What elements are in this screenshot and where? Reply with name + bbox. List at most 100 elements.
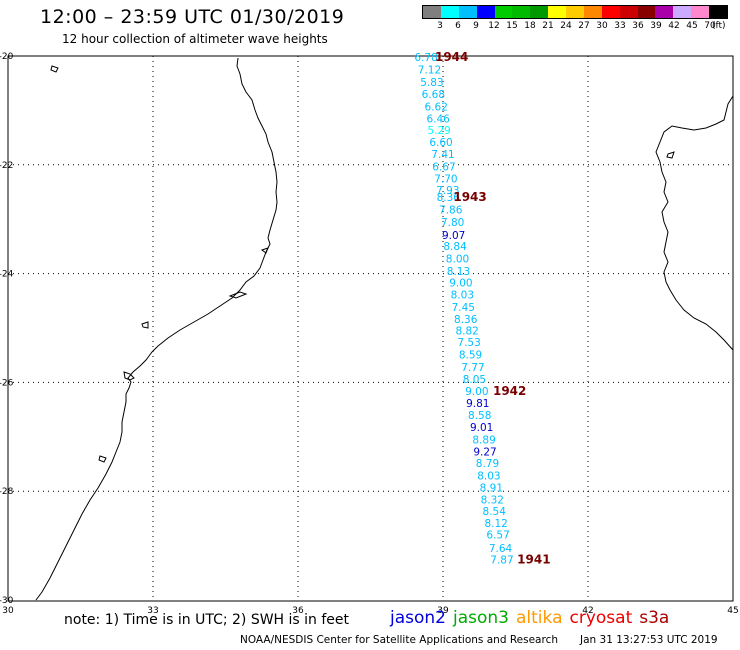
island-coast-a bbox=[228, 291, 248, 299]
swh-reading: 8.91 bbox=[480, 482, 503, 494]
swh-reading: 8.05 bbox=[463, 374, 486, 386]
legend-cryosat: cryosat bbox=[569, 608, 633, 628]
color-swatch bbox=[655, 6, 674, 18]
color-scale-label: 45 bbox=[686, 21, 698, 31]
color-swatch bbox=[440, 6, 459, 18]
color-scale-labels: 3 6 9 12 15 18 21 24 27 30 33 36 39 42 45 70 bbox=[422, 21, 728, 33]
color-swatch bbox=[673, 6, 692, 18]
color-scale-label: 36 bbox=[632, 21, 644, 31]
swh-reading: 6.46 bbox=[426, 114, 450, 126]
color-scale-unit: (ft) bbox=[712, 21, 726, 31]
island-coast-d bbox=[98, 455, 107, 463]
swh-reading: 7.80 bbox=[441, 217, 464, 229]
island-north bbox=[50, 65, 59, 73]
color-scale-label: 27 bbox=[578, 21, 590, 31]
swh-reading: 8.13 bbox=[447, 266, 470, 278]
swh-reading: 5.29 bbox=[427, 125, 450, 137]
color-swatch bbox=[458, 6, 477, 18]
swh-reading: 7.77 bbox=[461, 362, 484, 374]
color-swatch bbox=[423, 6, 441, 18]
longitude-tick-label: 39 bbox=[437, 606, 449, 616]
orbit-rev-label: 1942 bbox=[493, 384, 526, 398]
map-frame bbox=[7, 55, 734, 602]
color-swatch bbox=[530, 6, 549, 18]
latitude-tick-label: -24 bbox=[0, 270, 14, 280]
color-swatch bbox=[583, 6, 602, 18]
legend-jason2: jason2 bbox=[390, 608, 446, 628]
swh-reading: 9.00 bbox=[449, 277, 472, 289]
swh-reading: 8.36 bbox=[454, 314, 478, 326]
longitude-tick-label: 45 bbox=[727, 606, 738, 616]
island-coast-c bbox=[141, 321, 149, 329]
swh-readings: 6.787.125.836.686.626.465.296.607.416.67… bbox=[414, 52, 513, 567]
swh-reading: 8.03 bbox=[477, 470, 500, 482]
latitude-tick-label: -30 bbox=[0, 596, 14, 606]
madagascar-coastline bbox=[655, 95, 734, 351]
swh-reading: 7.45 bbox=[452, 302, 475, 314]
color-scale-label: 6 bbox=[455, 21, 461, 31]
map-subtitle: 12 hour collection of altimeter wave hei… bbox=[62, 32, 328, 46]
latitude-tick-label: -22 bbox=[0, 161, 13, 171]
orbit-rev-label: 1944 bbox=[435, 50, 468, 64]
color-scale-label: 9 bbox=[473, 21, 479, 31]
swh-reading: 9.07 bbox=[442, 230, 465, 242]
color-swatch bbox=[494, 6, 513, 18]
swh-reading: 8.32 bbox=[481, 494, 504, 506]
latitude-tick-label: -20 bbox=[0, 52, 14, 62]
color-swatch bbox=[512, 6, 531, 18]
color-scale-label: 42 bbox=[668, 21, 680, 31]
axis-tick-labels: 30 33 36 39 42 45 -20 -22 -24 -26 -28 -30 bbox=[0, 52, 739, 616]
color-scale-bar bbox=[422, 5, 728, 19]
swh-reading: 6.60 bbox=[429, 137, 452, 149]
color-scale-label: 33 bbox=[614, 21, 626, 31]
color-scale-label: 18 bbox=[524, 21, 536, 31]
legend-jason3: jason3 bbox=[453, 608, 509, 628]
coastline-detail-west bbox=[123, 371, 135, 381]
color-swatch bbox=[566, 6, 584, 18]
color-swatch bbox=[619, 6, 638, 18]
credit-line: NOAA/NESDIS Center for Satellite Applica… bbox=[240, 634, 558, 646]
map-title: 12:00 – 23:59 UTC 01/30/2019 bbox=[40, 6, 345, 28]
color-scale-label: 70 bbox=[704, 21, 716, 31]
color-swatch bbox=[691, 6, 709, 18]
color-scale-label: 15 bbox=[506, 21, 518, 31]
color-scale-label: 24 bbox=[560, 21, 572, 31]
color-swatch bbox=[637, 6, 656, 18]
latitude-tick-label: -26 bbox=[0, 378, 14, 388]
legend-s3a: s3a bbox=[639, 608, 670, 628]
africa-coastline bbox=[35, 57, 278, 601]
longitude-tick-label: 42 bbox=[582, 606, 593, 616]
swh-reading: 6.67 bbox=[432, 161, 455, 173]
graticule bbox=[8, 56, 733, 600]
swh-reading: 6.78 bbox=[414, 52, 437, 64]
legend-altika: altika bbox=[516, 608, 563, 628]
orbit-rev-labels: 1944 1943 1942 1941 bbox=[435, 50, 551, 567]
color-swatch bbox=[476, 6, 495, 18]
madagascar-islet bbox=[666, 151, 675, 159]
orbit-rev-label: 1943 bbox=[453, 190, 486, 204]
color-swatch bbox=[548, 6, 566, 18]
color-scale-label: 12 bbox=[488, 21, 500, 31]
swh-reading: 7.64 bbox=[489, 543, 513, 555]
swh-reading: 6.68 bbox=[422, 89, 445, 101]
satellite-legend: jason2 jason3 altika cryosat s3a bbox=[390, 608, 676, 628]
swh-reading: 8.03 bbox=[451, 289, 474, 301]
swh-reading: 5.83 bbox=[420, 77, 443, 89]
swh-reading: 6.62 bbox=[425, 102, 448, 114]
swh-reading: 8.89 bbox=[472, 435, 495, 447]
swh-reading: 8.36 bbox=[437, 192, 461, 204]
color-scale-label: 39 bbox=[650, 21, 662, 31]
swh-reading: 9.27 bbox=[473, 446, 496, 458]
orbit-rev-label: 1941 bbox=[517, 553, 550, 567]
longitude-tick-label: 30 bbox=[2, 606, 14, 616]
swh-reading: 7.93 bbox=[436, 185, 459, 197]
longitude-tick-label: 33 bbox=[147, 606, 158, 616]
swh-reading: 9.01 bbox=[470, 422, 493, 434]
swh-reading: 9.81 bbox=[466, 398, 489, 410]
latitude-tick-label: -28 bbox=[0, 487, 14, 497]
color-scale-label: 21 bbox=[542, 21, 554, 31]
swh-reading: 8.82 bbox=[455, 326, 478, 338]
swh-reading: 7.12 bbox=[418, 65, 441, 77]
swh-reading: 8.54 bbox=[483, 506, 507, 518]
